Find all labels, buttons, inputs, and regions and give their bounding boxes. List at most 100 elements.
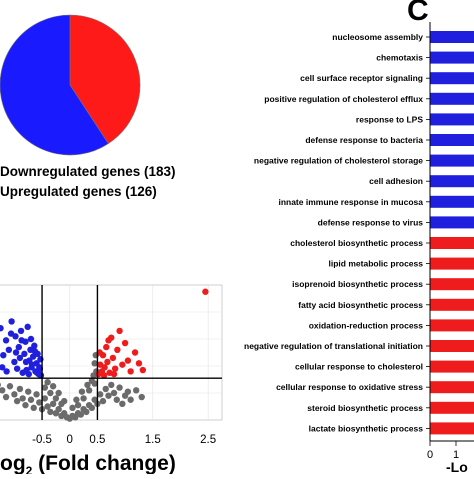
neutral-point — [132, 387, 140, 394]
panel-label: C — [407, 0, 429, 27]
down-point — [8, 318, 15, 325]
up-point — [202, 288, 209, 295]
up-point — [100, 372, 108, 379]
bar-down — [430, 51, 474, 64]
down-point — [31, 347, 39, 355]
bar-category-label: lactate biosynthetic process — [309, 423, 424, 433]
down-point — [0, 352, 7, 359]
neutral-point — [47, 389, 54, 397]
up-point — [116, 327, 123, 335]
neutral-point — [88, 377, 96, 385]
x-tick-label: 1.5 — [145, 434, 161, 446]
bar-down — [430, 134, 474, 146]
bar-up — [430, 422, 474, 435]
neutral-point — [22, 401, 29, 409]
bar-up — [430, 381, 474, 394]
bar-category-label: cellular response to oxidative stress — [276, 382, 423, 392]
down-point — [31, 342, 38, 349]
bar-down — [430, 72, 474, 85]
neutral-point — [127, 396, 134, 403]
neutral-point — [41, 384, 49, 391]
neutral-point — [113, 396, 121, 403]
bar-category-label: oxidation-reduction process — [309, 320, 424, 330]
neutral-point — [88, 404, 96, 412]
up-point — [119, 361, 126, 368]
neutral-point — [0, 387, 6, 394]
x-tick-label: 1 — [453, 449, 459, 461]
neutral-point — [33, 391, 40, 398]
neutral-point — [6, 383, 14, 390]
neutral-point — [124, 388, 132, 395]
bar-up — [430, 278, 474, 291]
legend-downregulated: Downregulated genes (183) — [0, 164, 176, 179]
neutral-point — [73, 396, 80, 403]
neutral-point — [52, 395, 60, 402]
down-point — [15, 343, 23, 351]
bar-category-label: defense response to virus — [318, 217, 424, 227]
bar-down — [430, 175, 474, 188]
up-point — [114, 346, 121, 353]
down-point — [5, 346, 13, 353]
down-point — [12, 349, 20, 356]
bar-category-label: response to LPS — [356, 114, 423, 124]
bar-category-label: fatty acid biosynthetic process — [298, 300, 423, 310]
volcano-plot: -0.5 0 0.5 1.5 2.5 og2 (Fold change) — [0, 284, 223, 478]
bar-category-label: cellular response to cholesterol — [295, 362, 423, 372]
up-point — [111, 365, 119, 372]
neutral-point — [91, 360, 98, 367]
up-point — [109, 354, 117, 362]
down-point — [28, 361, 36, 368]
neutral-point — [44, 379, 51, 386]
x-tick-label: 0.5 — [89, 434, 105, 446]
down-point — [24, 323, 31, 331]
up-point — [124, 357, 132, 364]
neutral-point — [55, 406, 62, 413]
x-axis-label: -Lo — [446, 459, 468, 474]
down-point — [17, 327, 25, 335]
up-point — [103, 343, 110, 351]
down-point — [27, 335, 35, 343]
bar-up — [430, 257, 474, 270]
bar-category-label: isoprenoid biosynthetic process — [292, 279, 423, 289]
neutral-point — [83, 408, 90, 416]
x-axis-label: og2 (Fold change) — [0, 452, 176, 474]
up-point — [127, 368, 134, 375]
neutral-point — [25, 388, 32, 395]
up-point — [105, 337, 112, 344]
neutral-point — [119, 400, 126, 407]
bar-up — [430, 340, 474, 352]
x-tick-label: 0 — [427, 449, 433, 461]
bar-up — [430, 319, 474, 332]
bar-category-label: negative regulation of cholesterol stora… — [254, 156, 423, 166]
bar-down — [430, 113, 474, 126]
bar-down — [430, 195, 474, 208]
neutral-point — [13, 397, 21, 405]
up-point — [101, 364, 108, 371]
neutral-point — [49, 383, 57, 390]
bar-category-label: cholesterol biosynthetic process — [290, 238, 423, 248]
bar-category-label: positive regulation of cholesterol efflu… — [264, 94, 423, 104]
neutral-point — [69, 404, 76, 412]
neutral-point — [102, 385, 109, 393]
neutral-point — [96, 391, 104, 398]
up-point — [104, 358, 111, 366]
bar-up — [430, 401, 474, 414]
neutral-point — [19, 395, 26, 402]
neutral-point — [0, 382, 1, 388]
bar-down — [430, 31, 474, 43]
down-point — [21, 350, 28, 358]
neutral-point — [138, 393, 145, 401]
down-point — [13, 365, 21, 372]
bar-up — [430, 237, 474, 249]
neutral-point — [90, 372, 97, 379]
neutral-point — [47, 408, 54, 416]
neutral-point — [110, 389, 118, 397]
bar-down — [430, 92, 474, 105]
legend-upregulated: Upregulated genes (126) — [0, 184, 157, 199]
up-point — [121, 339, 129, 347]
down-point — [18, 337, 25, 344]
neutral-point — [84, 381, 91, 389]
x-tick-label: 2.5 — [200, 434, 216, 446]
